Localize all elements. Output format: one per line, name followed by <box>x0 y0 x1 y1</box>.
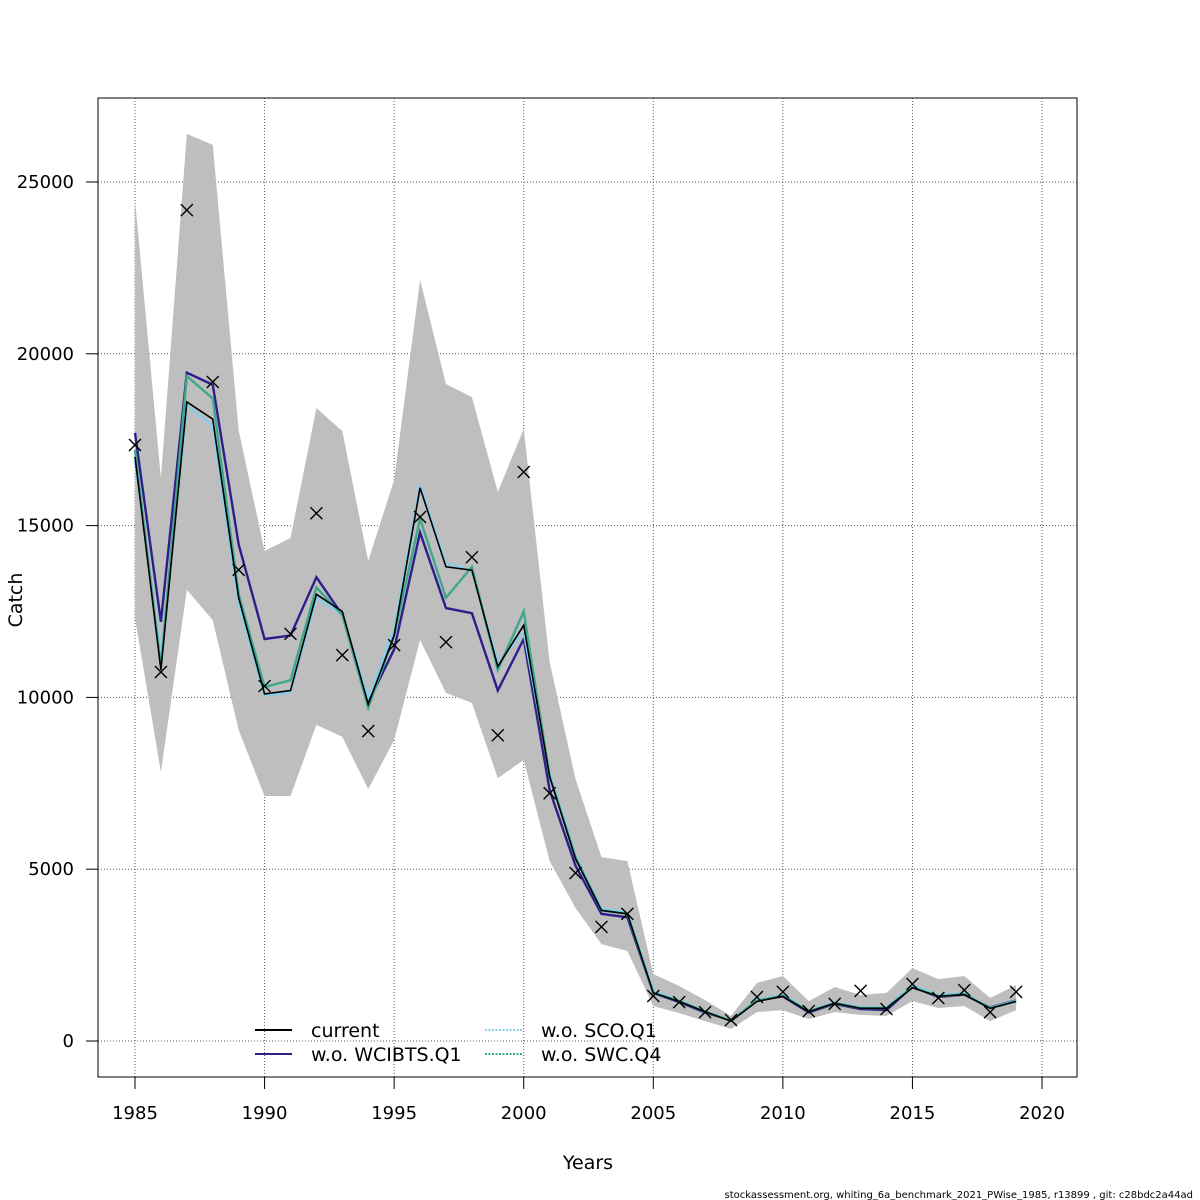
y-tick-label: 10000 <box>17 687 74 708</box>
x-tick-label: 2020 <box>1019 1103 1065 1124</box>
observed-point <box>361 724 375 738</box>
observed-point <box>465 550 479 564</box>
legend-item: w.o. SWC.Q4 <box>485 1044 661 1066</box>
series-line-current <box>134 400 1017 1022</box>
observed-points <box>128 203 1023 1027</box>
legend-label: w.o. WCIBTS.Q1 <box>311 1044 462 1066</box>
x-tick-label: 2005 <box>630 1103 676 1124</box>
legend-label: w.o. SCO.Q1 <box>541 1020 657 1042</box>
observed-point <box>128 438 142 452</box>
observed-point <box>283 627 297 641</box>
observed-point <box>232 563 246 577</box>
observed-point <box>258 679 272 693</box>
observed-point <box>517 465 531 479</box>
y-tick-label: 20000 <box>17 344 74 365</box>
y-tick-label: 0 <box>63 1031 74 1052</box>
x-axis: 1985 1990 1995 2000 2005 2010 2015 2020 <box>112 1077 1065 1124</box>
observed-point <box>413 510 427 524</box>
observed-point <box>750 990 764 1004</box>
observed-point <box>620 907 634 921</box>
observed-point <box>776 985 790 999</box>
y-tick-label: 5000 <box>28 859 74 880</box>
y-axis: 0 5000 10000 15000 20000 25000 <box>17 172 98 1052</box>
observed-point <box>335 648 349 662</box>
observed-point <box>854 984 868 998</box>
observed-point <box>724 1013 738 1027</box>
x-tick-label: 1995 <box>371 1103 417 1124</box>
observed-point <box>569 866 583 880</box>
y-axis-title: Catch <box>5 573 27 628</box>
series-line-w-o-wcibts-q1 <box>133 370 1017 1022</box>
observed-point <box>543 786 557 800</box>
observed-point <box>698 1005 712 1019</box>
observed-point <box>646 989 660 1003</box>
legend-item: current <box>255 1020 380 1042</box>
legend-item: w.o. WCIBTS.Q1 <box>255 1044 462 1066</box>
legend-item: w.o. SCO.Q1 <box>485 1020 657 1042</box>
observed-point <box>206 375 220 389</box>
observed-point <box>491 728 505 742</box>
x-tick-label: 2010 <box>760 1103 806 1124</box>
observed-point <box>180 203 194 217</box>
observed-point <box>828 997 842 1011</box>
x-axis-title: Years <box>562 1152 613 1174</box>
observed-point <box>672 995 686 1009</box>
observed-point <box>802 1004 816 1018</box>
y-tick-label: 15000 <box>17 516 74 537</box>
y-tick-label: 25000 <box>17 172 74 193</box>
x-tick-label: 1985 <box>112 1103 158 1124</box>
confidence-band <box>135 133 1017 1029</box>
x-tick-label: 2015 <box>890 1103 936 1124</box>
observed-point <box>154 665 168 679</box>
observed-point <box>309 506 323 520</box>
plot-frame <box>97 97 1078 1078</box>
legend-label: w.o. SWC.Q4 <box>541 1044 661 1066</box>
footer-caption: stockassessment.org, whiting_6a_benchmar… <box>725 1190 1193 1200</box>
confidence-band-group <box>135 133 1017 1029</box>
observed-point <box>957 983 971 997</box>
observed-point <box>594 920 608 934</box>
observed-point <box>439 635 453 649</box>
observed-point <box>1009 985 1023 999</box>
series-lines <box>133 370 1017 1023</box>
observed-point <box>880 1002 894 1016</box>
observed-point <box>905 977 919 991</box>
x-tick-label: 1990 <box>242 1103 288 1124</box>
observed-point <box>931 991 945 1005</box>
observed-point <box>983 1005 997 1019</box>
x-tick-label: 2000 <box>501 1103 547 1124</box>
observed-point <box>387 638 401 652</box>
legend-label: current <box>311 1020 380 1042</box>
